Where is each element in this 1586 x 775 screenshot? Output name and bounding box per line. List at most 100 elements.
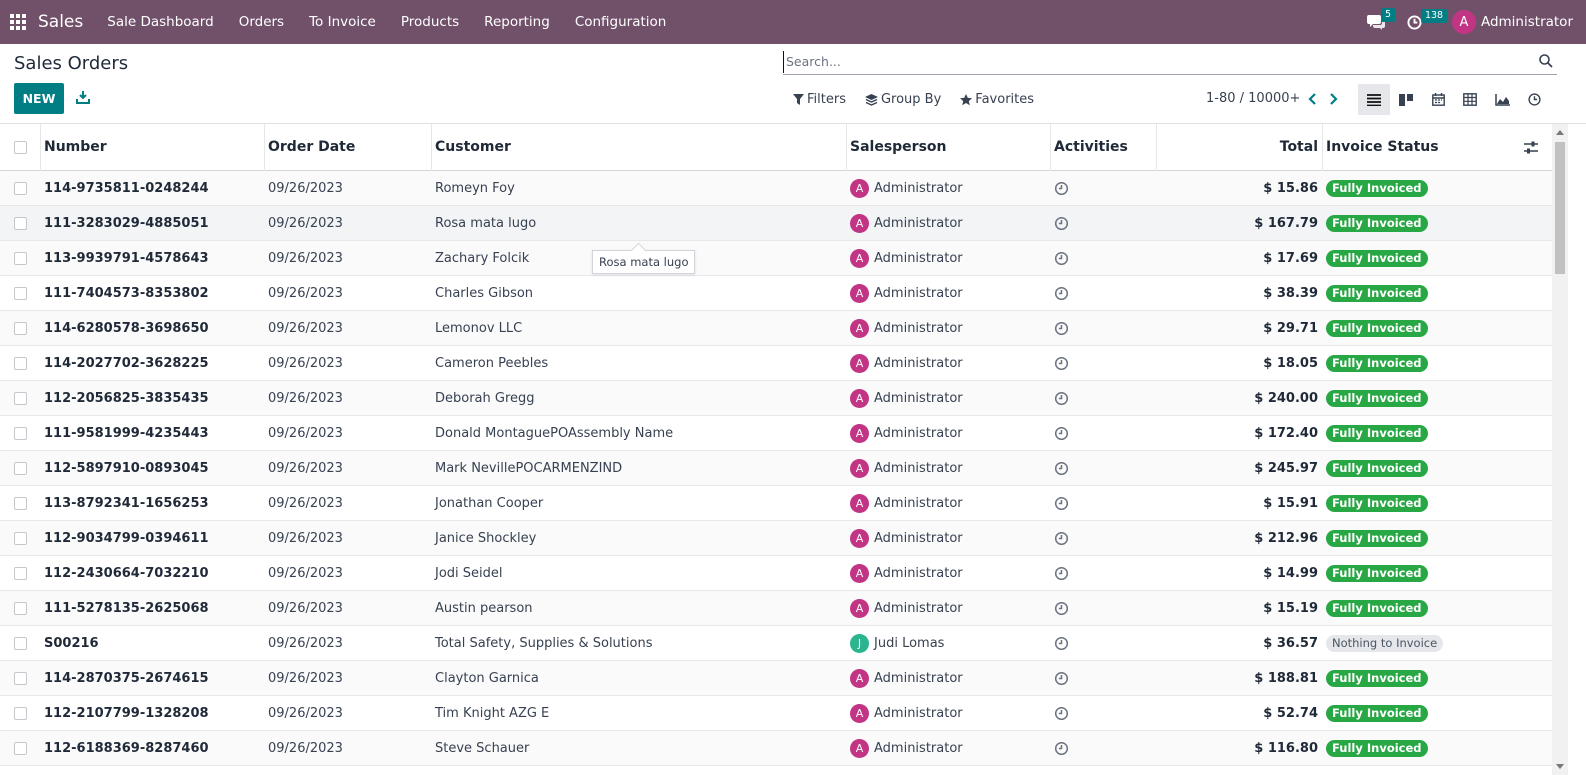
row-checkbox[interactable] xyxy=(14,521,28,555)
activity-button[interactable] xyxy=(1054,171,1069,205)
activity-view-button[interactable] xyxy=(1518,84,1550,115)
activity-button[interactable] xyxy=(1054,416,1069,450)
row-checkbox[interactable] xyxy=(14,696,28,730)
row-checkbox[interactable] xyxy=(14,346,28,380)
new-button[interactable]: NEW xyxy=(14,83,64,114)
row-checkbox[interactable] xyxy=(14,556,28,590)
activity-button[interactable] xyxy=(1054,486,1069,520)
activity-button[interactable] xyxy=(1054,591,1069,625)
row-checkbox[interactable] xyxy=(14,311,28,345)
activity-button[interactable] xyxy=(1054,381,1069,415)
activity-button[interactable] xyxy=(1054,346,1069,380)
scroll-thumb[interactable] xyxy=(1555,142,1565,274)
search-icon[interactable] xyxy=(1539,54,1553,68)
activity-button[interactable] xyxy=(1054,521,1069,555)
activity-button[interactable] xyxy=(1054,731,1069,765)
activity-button[interactable] xyxy=(1054,241,1069,275)
table-row[interactable]: 111-5278135-2625068 09/26/2023 Austin pe… xyxy=(0,591,1552,626)
optional-columns-icon[interactable] xyxy=(1524,141,1538,154)
activity-button[interactable] xyxy=(1054,696,1069,730)
column-header-total[interactable]: Total xyxy=(1279,139,1318,155)
table-row[interactable]: 112-2107799-1328208 09/26/2023 Tim Knigh… xyxy=(0,696,1552,731)
app-name[interactable]: Sales xyxy=(38,12,84,32)
activity-button[interactable] xyxy=(1054,556,1069,590)
kanban-view-button[interactable] xyxy=(1390,84,1422,115)
customer-name: Rosa mata lugo xyxy=(435,215,537,231)
table-row[interactable]: 111-3283029-4885051 09/26/2023 Rosa mata… xyxy=(0,206,1552,241)
activity-button[interactable] xyxy=(1054,661,1069,695)
invoice-status-cell: Fully Invoiced xyxy=(1326,171,1428,205)
select-all-checkbox[interactable] xyxy=(14,124,28,170)
activities-button[interactable]: 138 xyxy=(1407,8,1448,30)
list-scrollbar[interactable] xyxy=(1552,124,1568,775)
salesperson-cell: A Administrator xyxy=(850,591,963,625)
row-checkbox[interactable] xyxy=(14,416,28,450)
menu-reporting[interactable]: Reporting xyxy=(484,14,550,30)
activity-button[interactable] xyxy=(1054,451,1069,485)
activity-button[interactable] xyxy=(1054,276,1069,310)
menu-products[interactable]: Products xyxy=(400,14,460,30)
groupby-dropdown[interactable]: Group By xyxy=(864,92,941,107)
table-row[interactable]: 114-2870375-2674615 09/26/2023 Clayton G… xyxy=(0,661,1552,696)
scroll-up-arrow[interactable] xyxy=(1556,130,1564,135)
row-checkbox[interactable] xyxy=(14,486,28,520)
order-total: $ 14.99 xyxy=(1263,565,1318,581)
table-row[interactable]: 113-8792341-1656253 09/26/2023 Jonathan … xyxy=(0,486,1552,521)
row-checkbox[interactable] xyxy=(14,731,28,765)
column-header-customer[interactable]: Customer xyxy=(435,139,511,155)
column-header-number[interactable]: Number xyxy=(44,139,107,155)
row-checkbox[interactable] xyxy=(14,626,28,660)
column-header-activities[interactable]: Activities xyxy=(1054,139,1128,155)
graph-view-button[interactable] xyxy=(1486,84,1518,115)
menu-configuration[interactable]: Configuration xyxy=(574,14,667,30)
column-header-order-date[interactable]: Order Date xyxy=(268,139,356,155)
activity-button[interactable] xyxy=(1054,206,1069,240)
filters-dropdown[interactable]: Filters xyxy=(793,92,846,107)
table-row[interactable]: 112-2056825-3835435 09/26/2023 Deborah G… xyxy=(0,381,1552,416)
table-row[interactable]: 112-5897910-0893045 09/26/2023 Mark Nevi… xyxy=(0,451,1552,486)
table-row[interactable]: 111-9581999-4235443 09/26/2023 Donald Mo… xyxy=(0,416,1552,451)
user-avatar[interactable]: A xyxy=(1451,10,1476,34)
row-checkbox[interactable] xyxy=(14,206,28,240)
menu-to-invoice[interactable]: To Invoice xyxy=(309,14,376,30)
row-checkbox[interactable] xyxy=(14,451,28,485)
messages-button[interactable]: 5 xyxy=(1366,8,1396,30)
table-row[interactable]: 112-6188369-8287460 09/26/2023 Steve Sch… xyxy=(0,731,1552,766)
activity-button[interactable] xyxy=(1054,626,1069,660)
column-header-invoice-status[interactable]: Invoice Status xyxy=(1326,139,1439,155)
activity-button[interactable] xyxy=(1054,311,1069,345)
customer-name: Jodi Seidel xyxy=(435,565,503,581)
row-checkbox[interactable] xyxy=(14,381,28,415)
favorites-dropdown[interactable]: Favorites xyxy=(960,92,1034,107)
menu-orders[interactable]: Orders xyxy=(238,14,285,30)
search-input[interactable] xyxy=(783,50,1523,73)
row-checkbox[interactable] xyxy=(14,276,28,310)
menu-sale-dashboard[interactable]: Sale Dashboard xyxy=(107,14,214,30)
pager-previous-button[interactable] xyxy=(1303,91,1323,107)
invoice-status-cell: Fully Invoiced xyxy=(1326,311,1428,345)
pager-next-button[interactable] xyxy=(1323,91,1343,107)
avatar: A xyxy=(850,318,869,338)
table-row[interactable]: S00216 09/26/2023 Total Safety, Supplies… xyxy=(0,626,1552,661)
scroll-down-arrow[interactable] xyxy=(1556,764,1564,769)
row-checkbox[interactable] xyxy=(14,241,28,275)
table-row[interactable]: 114-2027702-3628225 09/26/2023 Cameron P… xyxy=(0,346,1552,381)
table-row[interactable]: 114-9735811-0248244 09/26/2023 Romeyn Fo… xyxy=(0,171,1552,206)
pager-value[interactable]: 1-80 / 10000+ xyxy=(1206,91,1301,106)
apps-grid-icon[interactable] xyxy=(10,14,26,30)
row-checkbox[interactable] xyxy=(14,661,28,695)
row-checkbox[interactable] xyxy=(14,591,28,625)
user-menu[interactable]: Administrator xyxy=(1480,14,1573,30)
list-view-button[interactable] xyxy=(1358,84,1390,115)
row-checkbox[interactable] xyxy=(14,171,28,205)
table-row[interactable]: 114-6280578-3698650 09/26/2023 Lemonov L… xyxy=(0,311,1552,346)
customer-name: Romeyn Foy xyxy=(435,180,515,196)
download-icon[interactable] xyxy=(76,90,90,104)
column-header-salesperson[interactable]: Salesperson xyxy=(850,139,947,155)
table-row[interactable]: 111-7404573-8353802 09/26/2023 Charles G… xyxy=(0,276,1552,311)
table-row[interactable]: 112-9034799-0394611 09/26/2023 Janice Sh… xyxy=(0,521,1552,556)
calendar-view-button[interactable] xyxy=(1422,84,1454,115)
pivot-view-button[interactable] xyxy=(1454,84,1486,115)
table-row[interactable]: 113-9939791-4578643 09/26/2023 Zachary F… xyxy=(0,241,1552,276)
table-row[interactable]: 112-2430664-7032210 09/26/2023 Jodi Seid… xyxy=(0,556,1552,591)
